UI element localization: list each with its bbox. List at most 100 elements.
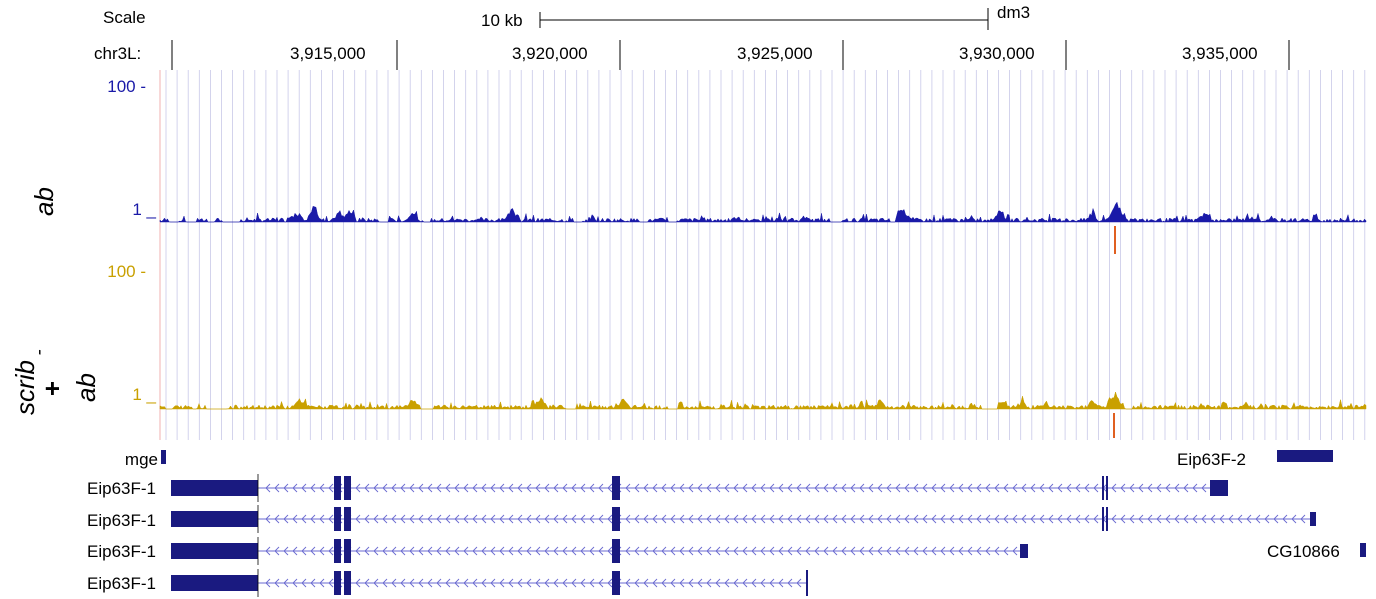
strand-chevron [733,514,739,524]
gene-label-eip63f-1[interactable]: Eip63F-1 [87,511,156,530]
strand-chevron [382,578,388,588]
strand-chevron [823,514,829,524]
strand-chevron [760,514,766,524]
strand-chevron [418,578,424,588]
strand-chevron [274,578,280,588]
strand-chevron [427,514,433,524]
strand-chevron [985,546,991,556]
strand-chevron [382,514,388,524]
strand-chevron [535,514,541,524]
strand-chevron [976,546,982,556]
strand-chevron [328,578,334,588]
gene-label-eip63f-1[interactable]: Eip63F-1 [87,479,156,498]
strand-chevron [1066,514,1072,524]
strand-chevron [1030,483,1036,493]
strand-chevron [589,578,595,588]
gene-exon [344,571,351,595]
strand-chevron [859,514,865,524]
strand-chevron [922,546,928,556]
strand-chevron [526,578,532,588]
strand-chevron [697,514,703,524]
strand-chevron [778,514,784,524]
strand-chevron [445,546,451,556]
strand-chevron [661,546,667,556]
strand-chevron [418,483,424,493]
gene-exon [344,476,351,500]
strand-chevron [517,483,523,493]
strand-chevron [886,546,892,556]
strand-chevron [922,483,928,493]
strand-chevron [508,483,514,493]
gene-label-mge[interactable]: mge [124,450,158,469]
strand-chevron [940,483,946,493]
strand-chevron [814,546,820,556]
gene-exon [1310,512,1316,526]
ruler-tick-label: 3,920,000 [512,44,588,63]
strand-chevron [913,514,919,524]
strand-chevron [1129,483,1135,493]
strand-chevron [1039,483,1045,493]
strand-chevron [472,546,478,556]
strand-chevron [373,578,379,588]
strand-chevron [364,546,370,556]
strand-chevron [805,483,811,493]
strand-chevron [571,483,577,493]
strand-chevron [544,546,550,556]
strand-chevron [580,546,586,556]
strand-chevron [454,483,460,493]
strand-chevron [949,483,955,493]
strand-chevron [841,514,847,524]
gene-label-cg10866[interactable]: CG10866 [1267,542,1340,561]
gene-label-eip63f-1[interactable]: Eip63F-1 [87,574,156,593]
strand-chevron [1129,514,1135,524]
gene-exon [612,507,620,531]
strand-chevron [589,483,595,493]
strand-chevron [751,578,757,588]
strand-chevron [553,483,559,493]
strand-chevron [391,546,397,556]
strand-chevron [481,578,487,588]
gene-exon [334,539,341,563]
strand-chevron [643,578,649,588]
strand-chevron [373,514,379,524]
strand-chevron [1003,546,1009,556]
strand-chevron [535,483,541,493]
strand-chevron [328,514,334,524]
ruler-tick-label: 3,915,000 [290,44,366,63]
track-scrib-signal [159,391,1367,410]
gene-label-eip63f-2[interactable]: Eip63F-2 [1177,450,1246,469]
strand-chevron [895,514,901,524]
strand-chevron [265,483,271,493]
strand-chevron [490,578,496,588]
gene-eip63f-2-exon [1277,450,1333,462]
strand-chevron [490,483,496,493]
strand-chevron [652,546,658,556]
strand-chevron [517,578,523,588]
strand-chevron [796,578,802,588]
strand-chevron [643,483,649,493]
strand-chevron [1183,514,1189,524]
strand-chevron [463,514,469,524]
strand-chevron [877,514,883,524]
strand-chevron [400,514,406,524]
strand-chevron [418,546,424,556]
strand-chevron [1147,514,1153,524]
strand-chevron [436,546,442,556]
strand-chevron [292,514,298,524]
strand-chevron [733,483,739,493]
strand-chevron [1264,514,1270,524]
strand-chevron [481,483,487,493]
strand-chevron [1003,514,1009,524]
strand-chevron [868,483,874,493]
strand-chevron [553,546,559,556]
strand-chevron [868,546,874,556]
gene-label-eip63f-1[interactable]: Eip63F-1 [87,542,156,561]
strand-chevron [283,483,289,493]
gene-exon-utr [171,575,258,591]
strand-chevron [823,546,829,556]
strand-chevron [292,546,298,556]
gene-exon-utr [171,511,258,527]
strand-chevron [472,578,478,588]
strand-chevron [679,578,685,588]
